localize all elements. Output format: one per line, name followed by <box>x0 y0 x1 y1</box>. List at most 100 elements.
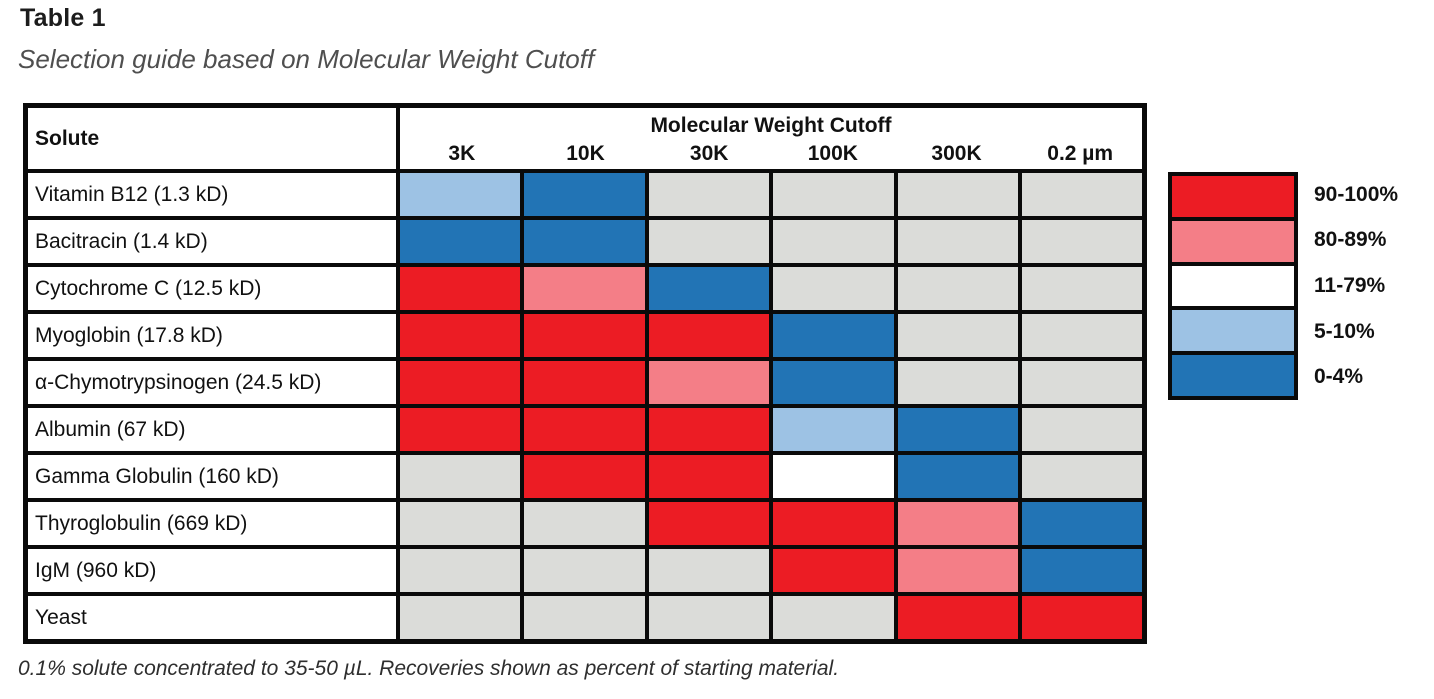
recovery-cell <box>1018 216 1147 267</box>
solute-label: Gamma Globulin (160 kD) <box>23 451 400 502</box>
legend-swatch-80-89 <box>1172 216 1294 262</box>
recovery-cell <box>1018 169 1147 220</box>
recovery-cell <box>893 263 1023 314</box>
recovery-cell <box>520 545 649 596</box>
table-row: Gamma Globulin (160 kD) <box>23 451 1147 502</box>
recovery-cell <box>893 169 1023 220</box>
table-row: Bacitracin (1.4 kD) <box>23 216 1147 267</box>
solute-label: Thyroglobulin (669 kD) <box>23 498 400 549</box>
table-title: Table 1 <box>20 4 106 32</box>
table-row: Cytochrome C (12.5 kD) <box>23 263 1147 314</box>
recovery-cell <box>644 592 774 644</box>
column-header-30k: 30K <box>689 142 729 165</box>
recovery-cell <box>520 592 649 644</box>
solute-label: Vitamin B12 (1.3 kD) <box>23 169 400 220</box>
column-header-300k: 300K <box>931 142 982 165</box>
recovery-cell <box>769 310 898 361</box>
recovery-legend: 90-100% 80-89% 11-79% 5-10% 0-4% <box>1168 172 1398 400</box>
recovery-cell <box>395 451 525 502</box>
solute-column-header: Solute <box>23 103 400 173</box>
recovery-cell <box>769 545 898 596</box>
solute-label: Myoglobin (17.8 kD) <box>23 310 400 361</box>
recovery-cell <box>769 592 898 644</box>
mwc-column-headers: 3K 10K 30K 100K 300K 0.2 µm <box>400 137 1142 166</box>
table-row: Thyroglobulin (669 kD) <box>23 498 1147 549</box>
recovery-cell <box>395 404 525 455</box>
recovery-cell <box>769 169 898 220</box>
table-row: Vitamin B12 (1.3 kD) <box>23 169 1147 220</box>
recovery-cell <box>893 404 1023 455</box>
mwc-group-header: Molecular Weight Cutoff <box>650 114 892 137</box>
recovery-cell <box>644 451 774 502</box>
recovery-cell <box>1018 357 1147 408</box>
recovery-cell <box>893 310 1023 361</box>
recovery-cell <box>644 216 774 267</box>
recovery-cell <box>644 357 774 408</box>
recovery-cell <box>893 498 1023 549</box>
solute-label: Albumin (67 kD) <box>23 404 400 455</box>
recovery-cell <box>1018 404 1147 455</box>
legend-swatch-5-10 <box>1172 306 1294 352</box>
recovery-cell <box>1018 310 1147 361</box>
recovery-cell <box>395 498 525 549</box>
table-row: Albumin (67 kD) <box>23 404 1147 455</box>
table-caption: Selection guide based on Molecular Weigh… <box>18 44 595 74</box>
recovery-cell <box>893 357 1023 408</box>
footnote: 0.1% solute concentrated to 35-50 µL. Re… <box>18 657 840 680</box>
recovery-cell <box>644 169 774 220</box>
recovery-cell <box>769 216 898 267</box>
recovery-cell <box>395 310 525 361</box>
recovery-cell <box>893 545 1023 596</box>
table-row: Myoglobin (17.8 kD) <box>23 310 1147 361</box>
recovery-cell <box>395 169 525 220</box>
legend-label-column: 90-100% 80-89% 11-79% 5-10% 0-4% <box>1314 172 1398 400</box>
recovery-cell <box>395 592 525 644</box>
recovery-cell <box>1018 498 1147 549</box>
legend-label: 90-100% <box>1314 182 1399 206</box>
legend-swatch-column <box>1168 172 1298 400</box>
recovery-cell <box>520 404 649 455</box>
recovery-cell <box>644 263 774 314</box>
solute-label: Cytochrome C (12.5 kD) <box>23 263 400 314</box>
recovery-cell <box>893 216 1023 267</box>
recovery-cell <box>1018 592 1147 644</box>
recovery-cell <box>520 498 649 549</box>
recovery-cell <box>1018 263 1147 314</box>
legend-swatch-0-4 <box>1172 351 1294 396</box>
legend-swatch-90-100 <box>1172 176 1294 217</box>
header-row: Solute Molecular Weight Cutoff 3K 10K 30… <box>23 103 1147 173</box>
mwc-group-header-cell: Molecular Weight Cutoff 3K 10K 30K 100K … <box>396 103 1147 173</box>
solute-label: IgM (960 kD) <box>23 545 400 596</box>
solute-label: α-Chymotrypsinogen (24.5 kD) <box>23 357 400 408</box>
column-header-3k: 3K <box>448 142 476 165</box>
recovery-cell <box>520 263 649 314</box>
recovery-cell <box>644 498 774 549</box>
recovery-cell <box>644 310 774 361</box>
recovery-cell <box>769 263 898 314</box>
recovery-cell <box>769 451 898 502</box>
solute-label: Yeast <box>23 592 400 644</box>
recovery-cell <box>395 357 525 408</box>
legend-swatch-11-79 <box>1172 261 1294 307</box>
table-row: IgM (960 kD) <box>23 545 1147 596</box>
recovery-cell <box>520 357 649 408</box>
recovery-cell <box>893 451 1023 502</box>
recovery-cell <box>769 404 898 455</box>
recovery-cell <box>395 545 525 596</box>
recovery-cell <box>520 310 649 361</box>
recovery-cell <box>395 263 525 314</box>
column-header-100k: 100K <box>807 142 858 165</box>
recovery-cell <box>395 216 525 267</box>
legend-label: 5-10% <box>1314 319 1375 343</box>
recovery-cell <box>520 169 649 220</box>
recovery-cell <box>644 404 774 455</box>
solute-label: Bacitracin (1.4 kD) <box>23 216 400 267</box>
recovery-cell <box>769 498 898 549</box>
recovery-cell <box>893 592 1023 644</box>
legend-label: 11-79% <box>1314 273 1386 297</box>
table-row: α-Chymotrypsinogen (24.5 kD) <box>23 357 1147 408</box>
legend-label: 80-89% <box>1314 228 1387 252</box>
recovery-cell <box>769 357 898 408</box>
table-row: Yeast <box>23 592 1147 644</box>
column-header-10k: 10K <box>566 142 605 165</box>
